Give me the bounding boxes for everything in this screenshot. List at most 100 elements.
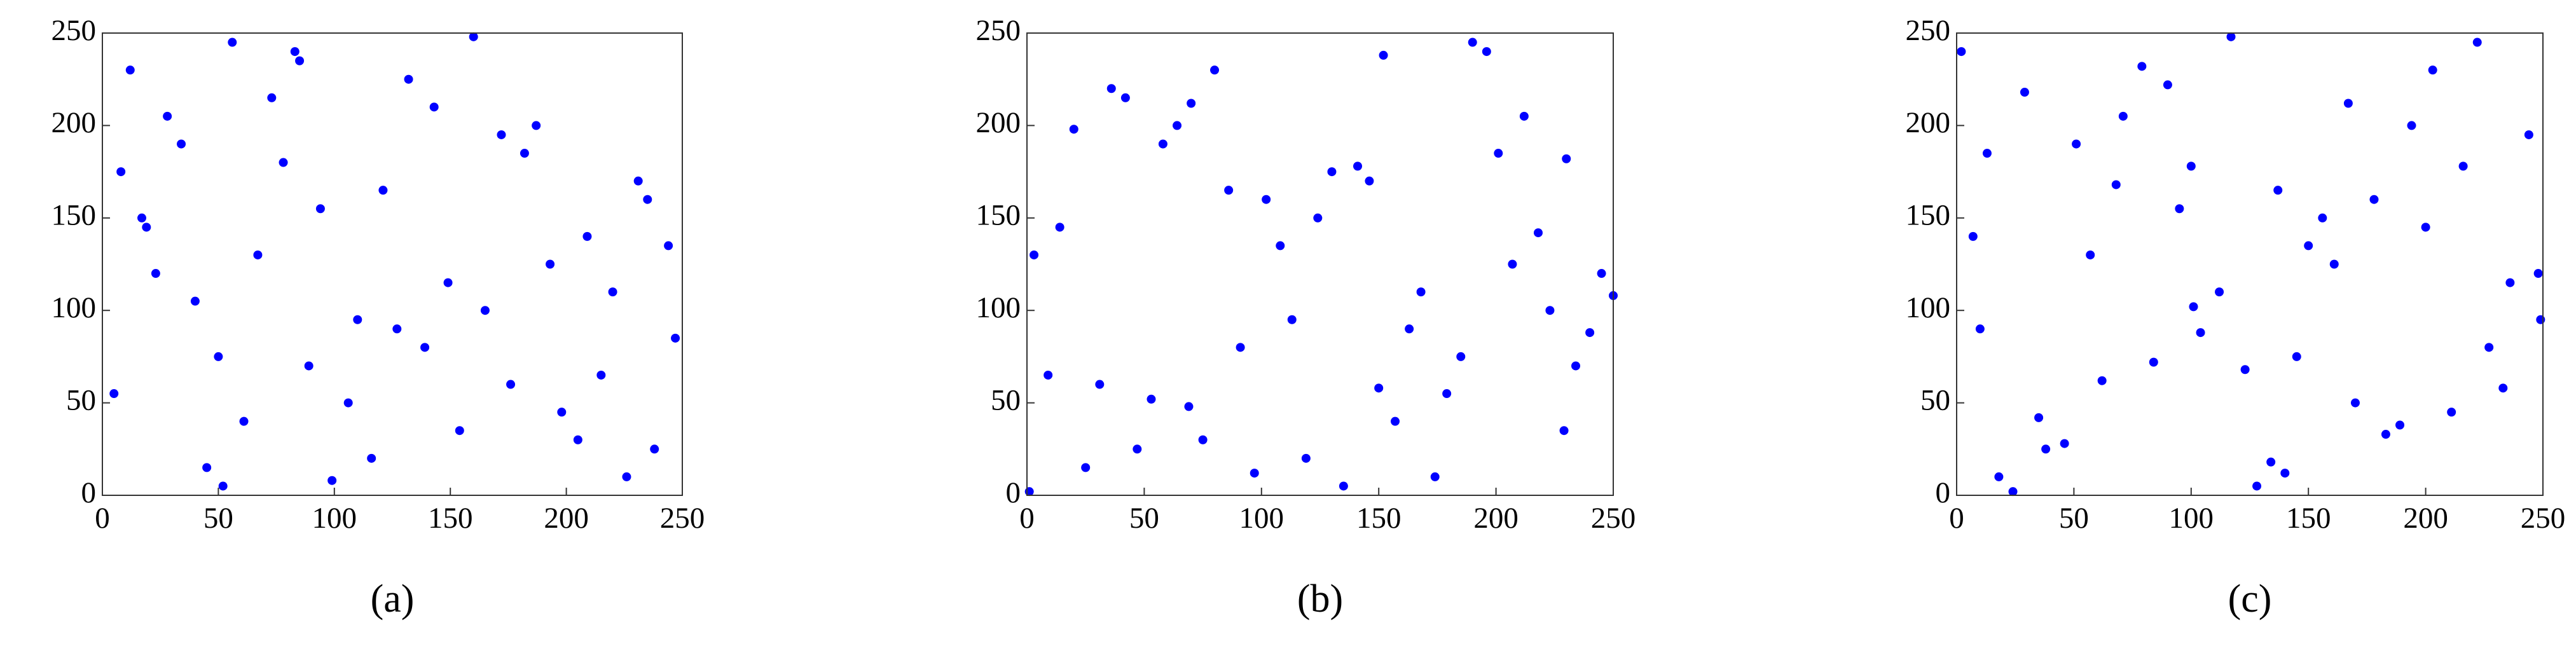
point — [429, 102, 439, 112]
point — [177, 139, 186, 149]
point — [163, 111, 172, 121]
point — [1508, 259, 1517, 269]
point — [2041, 444, 2051, 454]
point — [1276, 241, 1285, 251]
point — [520, 149, 529, 158]
point — [622, 472, 631, 481]
y-tick-label: 150 — [976, 199, 1021, 232]
point — [116, 167, 126, 177]
point — [109, 389, 119, 399]
point — [1982, 149, 1992, 158]
point — [2163, 80, 2172, 90]
point — [2304, 241, 2313, 251]
point — [2008, 487, 2018, 497]
point — [2533, 269, 2543, 278]
point — [1184, 402, 1194, 411]
point — [1379, 50, 1388, 60]
point — [1236, 343, 1245, 352]
x-tick-label: 100 — [312, 502, 357, 535]
x-tick-label: 0 — [1019, 502, 1035, 535]
point — [202, 463, 212, 472]
point — [1250, 469, 1259, 478]
point — [1287, 315, 1297, 324]
x-tick-label: 0 — [1949, 502, 1964, 535]
point — [1081, 463, 1091, 472]
point — [1313, 213, 1323, 223]
y-tick-label: 50 — [1920, 383, 1950, 416]
point — [2196, 328, 2205, 338]
x-tick-label: 100 — [2169, 502, 2214, 535]
point — [573, 435, 582, 444]
point — [1106, 84, 1116, 93]
point — [2020, 88, 2029, 97]
x-tick-label: 0 — [95, 502, 110, 535]
point — [2149, 357, 2158, 367]
point — [2137, 62, 2147, 71]
x-tick-label: 200 — [1473, 502, 1519, 535]
point — [2240, 365, 2250, 375]
y-tick-label: 100 — [52, 291, 97, 324]
point — [2505, 278, 2515, 287]
point — [1545, 306, 1555, 315]
point — [420, 343, 430, 352]
point — [253, 250, 263, 259]
y-tick-label: 0 — [1936, 476, 1951, 509]
point — [1147, 394, 1156, 404]
point — [1095, 380, 1105, 389]
point — [506, 380, 516, 389]
point — [2329, 259, 2339, 269]
point — [2086, 250, 2095, 259]
y-tick-label: 200 — [976, 106, 1021, 139]
point — [378, 186, 388, 195]
point — [142, 223, 151, 232]
x-tick-label: 50 — [203, 502, 233, 535]
x-tick-label: 250 — [1591, 502, 1636, 535]
point — [1374, 383, 1384, 393]
point — [151, 269, 160, 278]
y-tick-label: 100 — [1906, 291, 1951, 324]
point — [1301, 453, 1311, 463]
point — [671, 333, 680, 343]
point — [353, 315, 362, 324]
point — [214, 352, 223, 361]
y-tick-label: 100 — [976, 291, 1021, 324]
point — [1327, 167, 1337, 177]
point — [2484, 343, 2494, 352]
point — [239, 416, 249, 426]
point — [404, 74, 413, 84]
x-tick-label: 200 — [2403, 502, 2448, 535]
point — [2350, 398, 2360, 408]
point — [2292, 352, 2301, 361]
point — [2395, 420, 2405, 430]
point — [1442, 389, 1452, 399]
point — [2060, 439, 2069, 448]
y-tick-label: 50 — [66, 383, 96, 416]
point — [1030, 250, 1039, 259]
point — [2252, 481, 2262, 491]
y-tick-label: 150 — [52, 199, 97, 232]
point — [1120, 93, 1130, 102]
point — [546, 259, 555, 269]
y-tick-label: 200 — [1906, 106, 1951, 139]
point — [2034, 413, 2044, 422]
point — [1494, 149, 1503, 158]
point — [1055, 223, 1064, 232]
point — [1456, 352, 1466, 361]
x-tick-label: 100 — [1239, 502, 1285, 535]
y-tick-label: 50 — [991, 383, 1021, 416]
point — [1975, 324, 1985, 334]
point — [2111, 180, 2121, 189]
y-tick-label: 150 — [1906, 199, 1951, 232]
point — [1519, 111, 1529, 121]
point — [2280, 469, 2290, 478]
point — [2428, 65, 2437, 75]
x-tick-label: 50 — [2059, 502, 2089, 535]
point — [596, 370, 606, 380]
point — [1597, 269, 1606, 278]
point — [2186, 162, 2196, 171]
point — [1416, 287, 1426, 297]
y-tick-label: 0 — [81, 476, 97, 509]
point — [2536, 315, 2545, 324]
point — [125, 65, 135, 75]
